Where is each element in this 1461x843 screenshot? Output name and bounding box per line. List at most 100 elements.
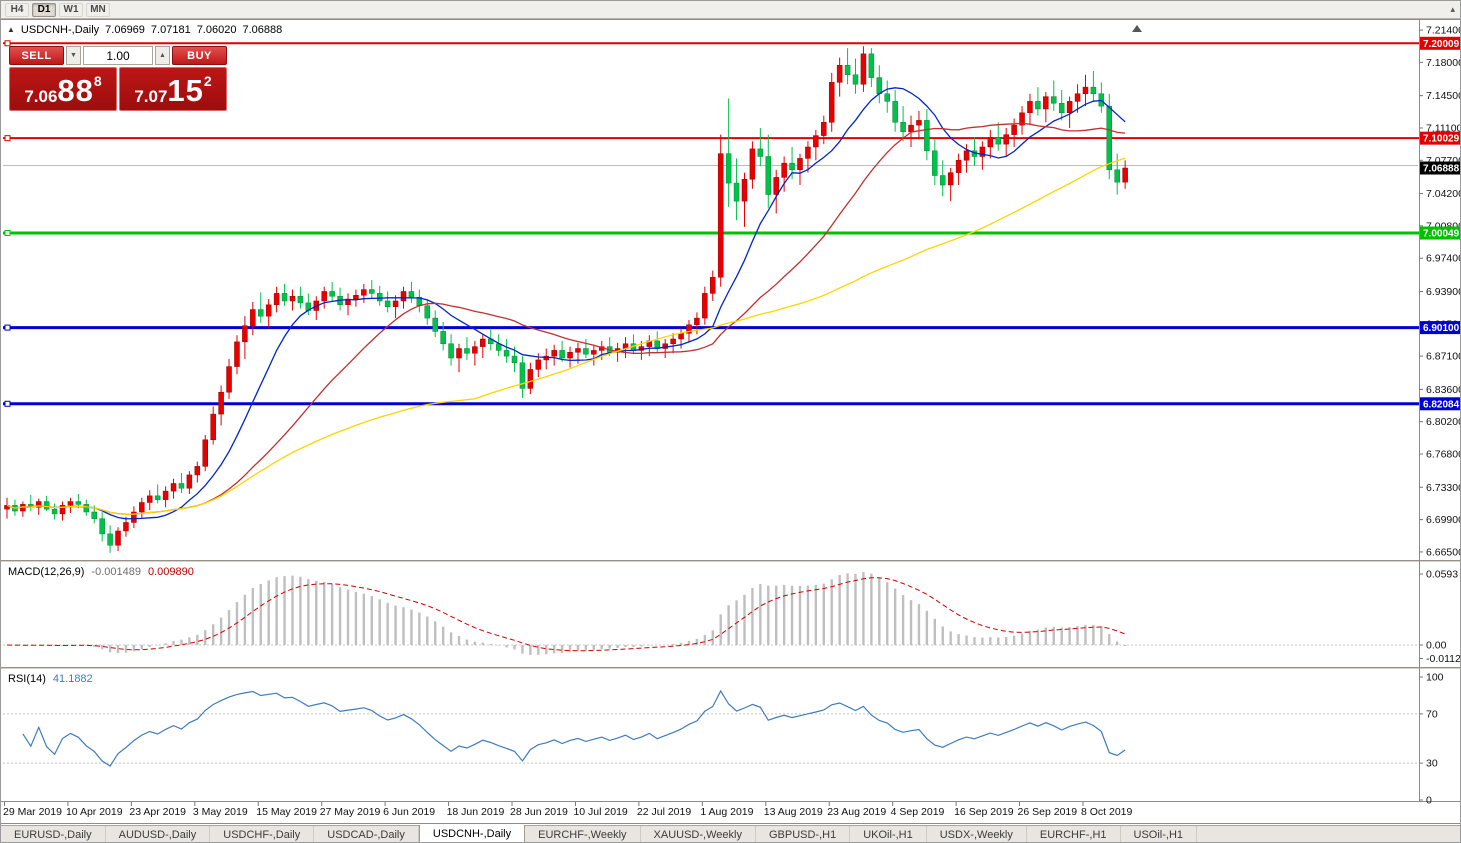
chart-chrome bbox=[1, 19, 1460, 824]
svg-text:23 Apr 2019: 23 Apr 2019 bbox=[129, 806, 186, 818]
chart-tab-eurusd-daily[interactable]: EURUSD-,Daily bbox=[1, 826, 106, 842]
macd-main-value: -0.001489 bbox=[91, 566, 141, 578]
price-axis: 7.214007.180007.145007.111007.077007.042… bbox=[1419, 25, 1461, 558]
svg-text:7.04200: 7.04200 bbox=[1426, 188, 1461, 200]
bid-price-label bbox=[1420, 161, 1460, 175]
svg-text:6.66500: 6.66500 bbox=[1426, 546, 1461, 558]
sell-price-prefix: 7.06 bbox=[24, 87, 58, 106]
ohlc-high: 7.07181 bbox=[150, 24, 191, 36]
buy-price-sup: 2 bbox=[203, 73, 212, 89]
svg-text:-0.011289: -0.011289 bbox=[1426, 653, 1461, 665]
svg-text:6.87100: 6.87100 bbox=[1426, 351, 1461, 363]
svg-text:7.18000: 7.18000 bbox=[1426, 57, 1461, 69]
svg-text:8 Oct 2019: 8 Oct 2019 bbox=[1081, 806, 1133, 818]
chart-tab-gbpusd-h1[interactable]: GBPUSD-,H1 bbox=[756, 826, 851, 842]
chart-shift-marker-icon bbox=[1132, 25, 1142, 32]
timeframe-button-mn[interactable]: MN bbox=[86, 2, 110, 17]
buy-button[interactable]: BUY bbox=[172, 46, 227, 65]
volume-increase-button[interactable]: ▲ bbox=[155, 46, 170, 65]
chart-tab-usdcnh-daily[interactable]: USDCNH-,Daily bbox=[418, 825, 526, 842]
chart-symbol-ohlc-line: ▲ USDCNH-,Daily 7.06969 7.07181 7.06020 … bbox=[7, 24, 282, 36]
svg-text:7.06888: 7.06888 bbox=[1423, 164, 1460, 175]
chart-tab-audusd-daily[interactable]: AUDUSD-,Daily bbox=[106, 826, 211, 842]
hline-handle[interactable] bbox=[4, 40, 11, 47]
svg-text:30: 30 bbox=[1426, 758, 1438, 770]
buy-price-display[interactable]: 7.07 15 2 bbox=[119, 67, 227, 111]
chart-tab-ukoil-h1[interactable]: UKOil-,H1 bbox=[850, 826, 927, 842]
svg-text:22 Jul 2019: 22 Jul 2019 bbox=[637, 806, 691, 818]
timeframe-button-d1[interactable]: D1 bbox=[32, 2, 56, 17]
svg-text:6.90100: 6.90100 bbox=[1423, 323, 1460, 334]
svg-text:7.21400: 7.21400 bbox=[1426, 25, 1461, 37]
svg-text:6.93900: 6.93900 bbox=[1426, 286, 1461, 298]
ohlc-open: 7.06969 bbox=[105, 24, 145, 36]
macd-signal-line bbox=[6, 577, 1126, 652]
svg-text:7.11100: 7.11100 bbox=[1426, 122, 1461, 134]
candles-layer bbox=[4, 46, 1128, 553]
symbol-title: USDCNH-,Daily bbox=[20, 24, 100, 36]
svg-text:6 Jun 2019: 6 Jun 2019 bbox=[383, 806, 435, 818]
svg-text:29 Mar 2019: 29 Mar 2019 bbox=[3, 806, 62, 818]
sell-price-display[interactable]: 7.06 88 8 bbox=[9, 67, 117, 111]
svg-text:16 Sep 2019: 16 Sep 2019 bbox=[954, 806, 1014, 818]
svg-text:6.73300: 6.73300 bbox=[1426, 482, 1461, 494]
moving-averages bbox=[6, 87, 1126, 520]
svg-text:7.20009: 7.20009 bbox=[1423, 39, 1460, 50]
one-click-toggle-icon[interactable]: ▲ bbox=[7, 25, 15, 34]
svg-text:6.82084: 6.82084 bbox=[1423, 399, 1460, 410]
svg-text:3 May 2019: 3 May 2019 bbox=[193, 806, 248, 818]
svg-text:6.97400: 6.97400 bbox=[1426, 253, 1461, 265]
ma-10-line bbox=[6, 87, 1126, 520]
buy-price-prefix: 7.07 bbox=[134, 87, 168, 106]
svg-text:100: 100 bbox=[1426, 672, 1444, 684]
timeframe-toolbar: H4 D1 W1 MN bbox=[1, 1, 1460, 19]
rsi-line bbox=[22, 689, 1126, 767]
date-axis: 29 Mar 2019 10 Apr 2019 23 Apr 2019 3 May 2… bbox=[3, 802, 1133, 818]
timeframe-button-h4[interactable]: H4 bbox=[5, 2, 29, 17]
hline-handle[interactable] bbox=[4, 400, 11, 407]
chart-tab-usoil-h1[interactable]: USOil-,H1 bbox=[1121, 826, 1198, 842]
svg-text:10 Jul 2019: 10 Jul 2019 bbox=[573, 806, 627, 818]
rsi-panel: 100 70 30 0 bbox=[3, 672, 1444, 807]
rsi-indicator-header: RSI(14) 41.1882 bbox=[8, 673, 93, 685]
sell-button[interactable]: SELL bbox=[9, 46, 64, 65]
chart-tab-usdx-weekly[interactable]: USDX-,Weekly bbox=[927, 826, 1027, 842]
svg-text:10 Apr 2019: 10 Apr 2019 bbox=[66, 806, 123, 818]
timeframe-button-w1[interactable]: W1 bbox=[59, 2, 83, 17]
svg-text:7.14500: 7.14500 bbox=[1426, 90, 1461, 102]
svg-text:6.80200: 6.80200 bbox=[1426, 416, 1461, 428]
svg-text:15 May 2019: 15 May 2019 bbox=[256, 806, 317, 818]
tab-scroll-icon[interactable]: ▴ bbox=[1450, 4, 1455, 14]
svg-text:4 Sep 2019: 4 Sep 2019 bbox=[891, 806, 945, 818]
chart-tab-usdcad-daily[interactable]: USDCAD-,Daily bbox=[314, 826, 419, 842]
chart-tab-usdchf-daily[interactable]: USDCHF-,Daily bbox=[210, 826, 315, 842]
rsi-value: 41.1882 bbox=[52, 673, 93, 685]
svg-text:0.0593: 0.0593 bbox=[1426, 569, 1458, 581]
chart-tab-xauusd-weekly[interactable]: XAUUSD-,Weekly bbox=[641, 826, 756, 842]
hline-handle[interactable] bbox=[4, 230, 11, 237]
sell-price-sup: 8 bbox=[93, 73, 102, 89]
macd-panel: 0.0593 0.00-0.011289 bbox=[3, 569, 1461, 665]
volume-decrease-button[interactable]: ▼ bbox=[66, 46, 81, 65]
volume-input[interactable] bbox=[83, 46, 153, 65]
buy-price-big: 15 bbox=[167, 73, 204, 108]
svg-text:0.00: 0.00 bbox=[1426, 640, 1447, 652]
chart-tab-eurchf-h1[interactable]: EURCHF-,H1 bbox=[1027, 826, 1121, 842]
macd-label: MACD(12,26,9) bbox=[8, 566, 85, 578]
ma-25-line bbox=[6, 122, 1126, 515]
svg-text:28 Jun 2019: 28 Jun 2019 bbox=[510, 806, 568, 818]
svg-text:26 Sep 2019: 26 Sep 2019 bbox=[1018, 806, 1078, 818]
ma-60-line bbox=[6, 157, 1126, 515]
hline-handle[interactable] bbox=[4, 135, 11, 142]
hline-handle[interactable] bbox=[4, 324, 11, 331]
svg-text:18 Jun 2019: 18 Jun 2019 bbox=[447, 806, 505, 818]
sell-price-big: 88 bbox=[57, 73, 94, 108]
macd-signal-value: 0.009890 bbox=[147, 566, 194, 578]
svg-text:70: 70 bbox=[1426, 708, 1438, 720]
svg-text:27 May 2019: 27 May 2019 bbox=[320, 806, 381, 818]
chart-tab-eurchf-weekly[interactable]: EURCHF-,Weekly bbox=[525, 826, 641, 842]
svg-text:23 Aug 2019: 23 Aug 2019 bbox=[827, 806, 886, 818]
svg-text:6.83600: 6.83600 bbox=[1426, 384, 1461, 396]
